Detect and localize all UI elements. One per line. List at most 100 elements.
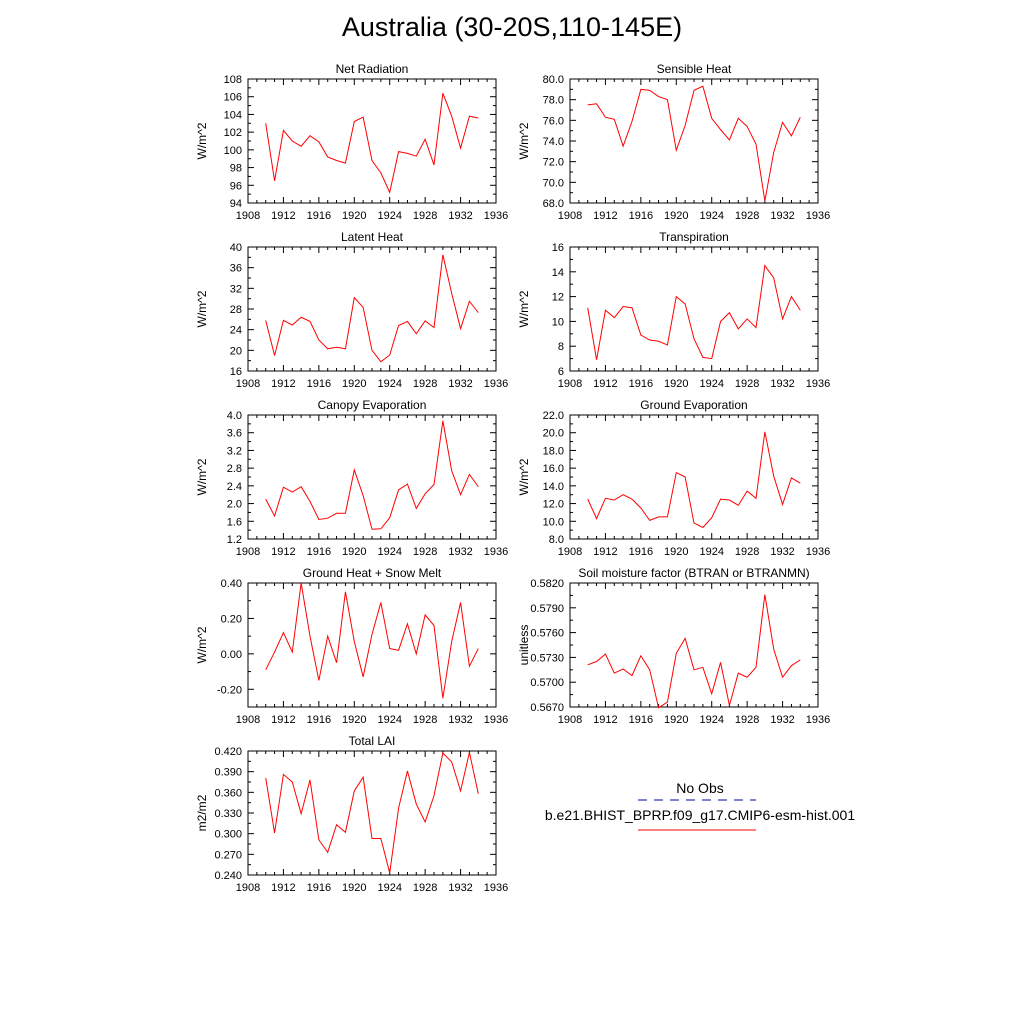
series-line bbox=[265, 420, 479, 530]
x-tick-label: 1912 bbox=[593, 210, 617, 222]
panel-2: Sensible Heat 1908 1912 1916 1920 1924 1928 193… bbox=[517, 62, 830, 222]
y-axis-label: W/m^2 bbox=[517, 122, 531, 159]
x-tick-label: 1912 bbox=[271, 210, 295, 222]
x-tick-label: 1916 bbox=[629, 378, 653, 390]
x-tick-label: 1924 bbox=[377, 882, 401, 894]
panel-title: Canopy Evaporation bbox=[318, 398, 427, 412]
y-tick-label: 12 bbox=[552, 292, 564, 304]
y-tick-label: 76.0 bbox=[543, 115, 564, 127]
y-axis-label: W/m^2 bbox=[195, 290, 209, 327]
x-tick-label: 1920 bbox=[342, 714, 366, 726]
y-tick-label: 8.0 bbox=[549, 534, 564, 546]
x-tick-label: 1932 bbox=[770, 714, 794, 726]
x-tick-label: 1908 bbox=[558, 378, 582, 390]
x-tick-label: 1908 bbox=[236, 210, 260, 222]
y-tick-label: 0.5820 bbox=[530, 578, 564, 590]
y-tick-label: 68.0 bbox=[543, 198, 564, 210]
x-tick-label: 1908 bbox=[236, 378, 260, 390]
x-tick-label: 1912 bbox=[593, 378, 617, 390]
y-tick-label: 20 bbox=[230, 345, 242, 357]
y-tick-label: 0.390 bbox=[214, 767, 242, 779]
x-tick-label: 1928 bbox=[413, 546, 437, 558]
panel-title: Soil moisture factor (BTRAN or BTRANMN) bbox=[578, 566, 809, 580]
y-tick-label: 70.0 bbox=[543, 177, 564, 189]
x-tick-label: 1936 bbox=[806, 210, 830, 222]
series-line bbox=[265, 752, 479, 874]
legend-model-label: b.e21.BHIST_BPRP.f09_g17.CMIP6-esm-hist.… bbox=[544, 807, 856, 823]
plot-frame bbox=[247, 750, 497, 876]
x-tick-label: 1932 bbox=[770, 210, 794, 222]
x-tick-label: 1912 bbox=[271, 546, 295, 558]
y-tick-label: 0.300 bbox=[214, 829, 242, 841]
y-tick-label: 100 bbox=[224, 145, 242, 157]
panel-title: Sensible Heat bbox=[657, 62, 732, 76]
x-tick-label: 1916 bbox=[629, 210, 653, 222]
y-tick-label: 72.0 bbox=[543, 157, 564, 169]
y-tick-label: 74.0 bbox=[543, 136, 564, 148]
x-tick-label: 1916 bbox=[307, 378, 331, 390]
y-tick-label: 80.0 bbox=[543, 74, 564, 86]
plot-frame bbox=[569, 582, 819, 708]
series-line bbox=[265, 254, 479, 363]
y-tick-label: 16 bbox=[230, 366, 242, 378]
panel-5: Canopy Evaporation 1908 1912 1916 1920 1924 19… bbox=[195, 398, 508, 558]
x-tick-label: 1928 bbox=[735, 378, 759, 390]
x-tick-label: 1916 bbox=[629, 714, 653, 726]
legend: No Obs bbox=[520, 780, 880, 796]
x-tick-label: 1932 bbox=[448, 714, 472, 726]
y-tick-label: 106 bbox=[224, 92, 242, 104]
y-tick-label: 102 bbox=[224, 127, 242, 139]
y-axis-label: W/m^2 bbox=[195, 458, 209, 495]
x-tick-label: 1912 bbox=[593, 714, 617, 726]
y-tick-label: -0.20 bbox=[217, 684, 242, 696]
x-tick-label: 1932 bbox=[448, 546, 472, 558]
x-tick-label: 1924 bbox=[377, 210, 401, 222]
series-line bbox=[265, 582, 479, 699]
y-tick-label: 24 bbox=[230, 325, 242, 337]
x-tick-label: 1908 bbox=[558, 714, 582, 726]
x-tick-label: 1920 bbox=[342, 210, 366, 222]
panel-8: Soil moisture factor (BTRAN or BTRANMN) 1… bbox=[517, 566, 830, 726]
x-tick-label: 1932 bbox=[770, 546, 794, 558]
y-tick-label: 32 bbox=[230, 283, 242, 295]
x-tick-label: 1908 bbox=[236, 714, 260, 726]
legend-model-line bbox=[638, 829, 756, 831]
y-tick-label: 8 bbox=[558, 341, 564, 353]
x-tick-label: 1924 bbox=[377, 714, 401, 726]
plot-frame bbox=[247, 246, 497, 372]
panel-title: Transpiration bbox=[659, 230, 729, 244]
x-tick-label: 1932 bbox=[448, 882, 472, 894]
x-tick-label: 1928 bbox=[735, 210, 759, 222]
x-tick-label: 1924 bbox=[377, 378, 401, 390]
panel-title: Latent Heat bbox=[341, 230, 404, 244]
y-tick-label: 0.420 bbox=[214, 746, 242, 758]
y-tick-label: 18.0 bbox=[543, 445, 564, 457]
x-tick-label: 1928 bbox=[413, 210, 437, 222]
x-tick-label: 1924 bbox=[699, 546, 723, 558]
x-tick-label: 1912 bbox=[271, 378, 295, 390]
y-tick-label: 2.4 bbox=[227, 481, 242, 493]
x-tick-label: 1912 bbox=[593, 546, 617, 558]
panel-6: Ground Evaporation 1908 1912 1916 1920 1924 19… bbox=[517, 398, 830, 558]
x-tick-label: 1912 bbox=[271, 714, 295, 726]
series-line bbox=[587, 594, 801, 709]
x-tick-label: 1924 bbox=[377, 546, 401, 558]
y-axis-label: W/m^2 bbox=[195, 122, 209, 159]
y-tick-label: 28 bbox=[230, 304, 242, 316]
y-tick-label: 94 bbox=[230, 198, 242, 210]
x-tick-label: 1932 bbox=[770, 378, 794, 390]
y-axis-label: W/m^2 bbox=[195, 626, 209, 663]
y-tick-label: 40 bbox=[230, 242, 242, 254]
x-tick-label: 1916 bbox=[307, 210, 331, 222]
y-tick-label: 0.5760 bbox=[530, 628, 564, 640]
plot-frame bbox=[247, 414, 497, 540]
x-tick-label: 1924 bbox=[699, 210, 723, 222]
x-tick-label: 1920 bbox=[342, 882, 366, 894]
x-tick-label: 1920 bbox=[342, 378, 366, 390]
y-tick-label: 6 bbox=[558, 366, 564, 378]
legend-obs-line bbox=[638, 799, 756, 801]
y-tick-label: 0.5670 bbox=[530, 702, 564, 714]
x-tick-label: 1924 bbox=[699, 714, 723, 726]
x-tick-label: 1908 bbox=[236, 882, 260, 894]
x-tick-label: 1912 bbox=[271, 882, 295, 894]
